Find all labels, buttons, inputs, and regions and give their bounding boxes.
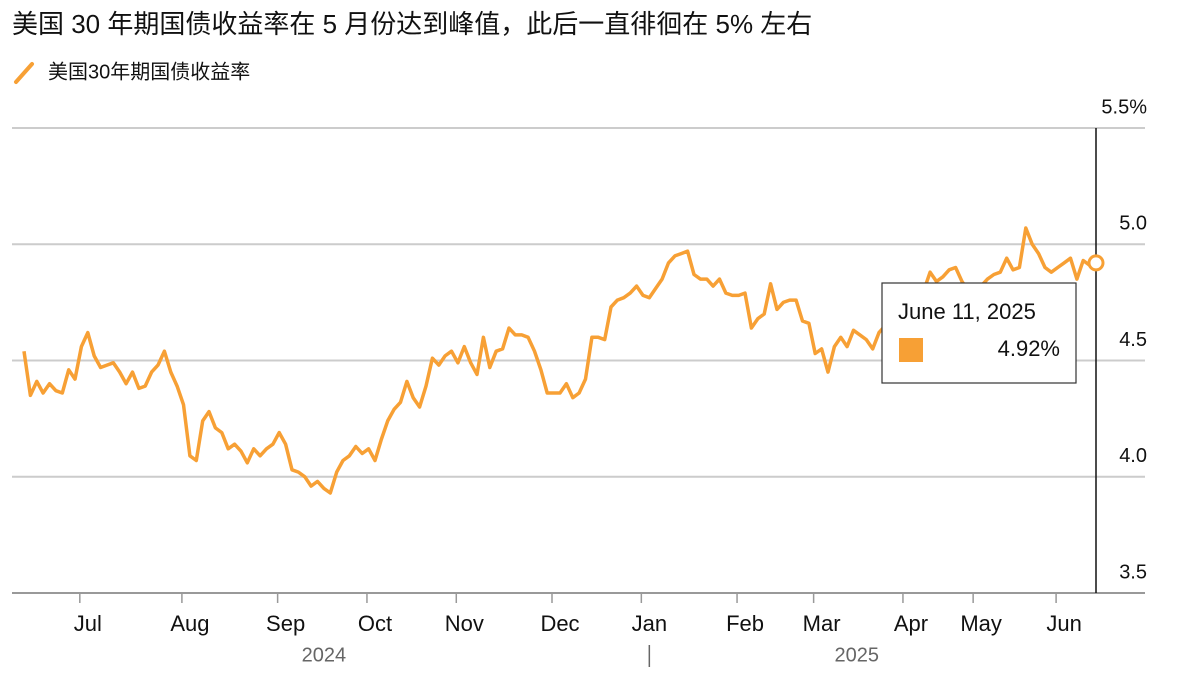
- x-tick-label: Jul: [74, 611, 102, 636]
- x-tick-label: May: [960, 611, 1002, 636]
- y-tick-label: 3.5: [1119, 561, 1147, 583]
- year-label: 2024: [302, 644, 347, 666]
- x-tick-label: Jan: [632, 611, 667, 636]
- chart-title: 美国 30 年期国债收益率在 5 月份达到峰值，此后一直徘徊在 5% 左右: [12, 9, 812, 39]
- tooltip-swatch: [899, 338, 923, 362]
- tooltip-value: 4.92%: [998, 336, 1060, 361]
- x-tick-label: Sep: [266, 611, 305, 636]
- tooltip-date: June 11, 2025: [898, 299, 1036, 324]
- year-label: 2025: [834, 644, 879, 666]
- y-tick-label: 5.0: [1119, 213, 1147, 235]
- tooltip-box: [881, 282, 1077, 384]
- hover-marker: [1087, 254, 1105, 272]
- legend-label: 美国30年期国债收益率: [48, 60, 250, 83]
- x-tick-label: Aug: [170, 611, 209, 636]
- x-tick-label: Feb: [726, 611, 764, 636]
- y-tick-label: 4.0: [1119, 445, 1147, 467]
- x-tick-label: Nov: [445, 611, 484, 636]
- y-tick-label: 4.5: [1119, 329, 1147, 351]
- legend-swatch: [14, 62, 34, 84]
- x-tick-label: Oct: [358, 611, 392, 636]
- x-tick-label: Jun: [1046, 611, 1081, 636]
- y-tick-label: 5.5%: [1101, 96, 1147, 118]
- x-tick-label: Mar: [803, 611, 841, 636]
- x-tick-label: Apr: [894, 611, 928, 636]
- x-tick-label: Dec: [540, 611, 579, 636]
